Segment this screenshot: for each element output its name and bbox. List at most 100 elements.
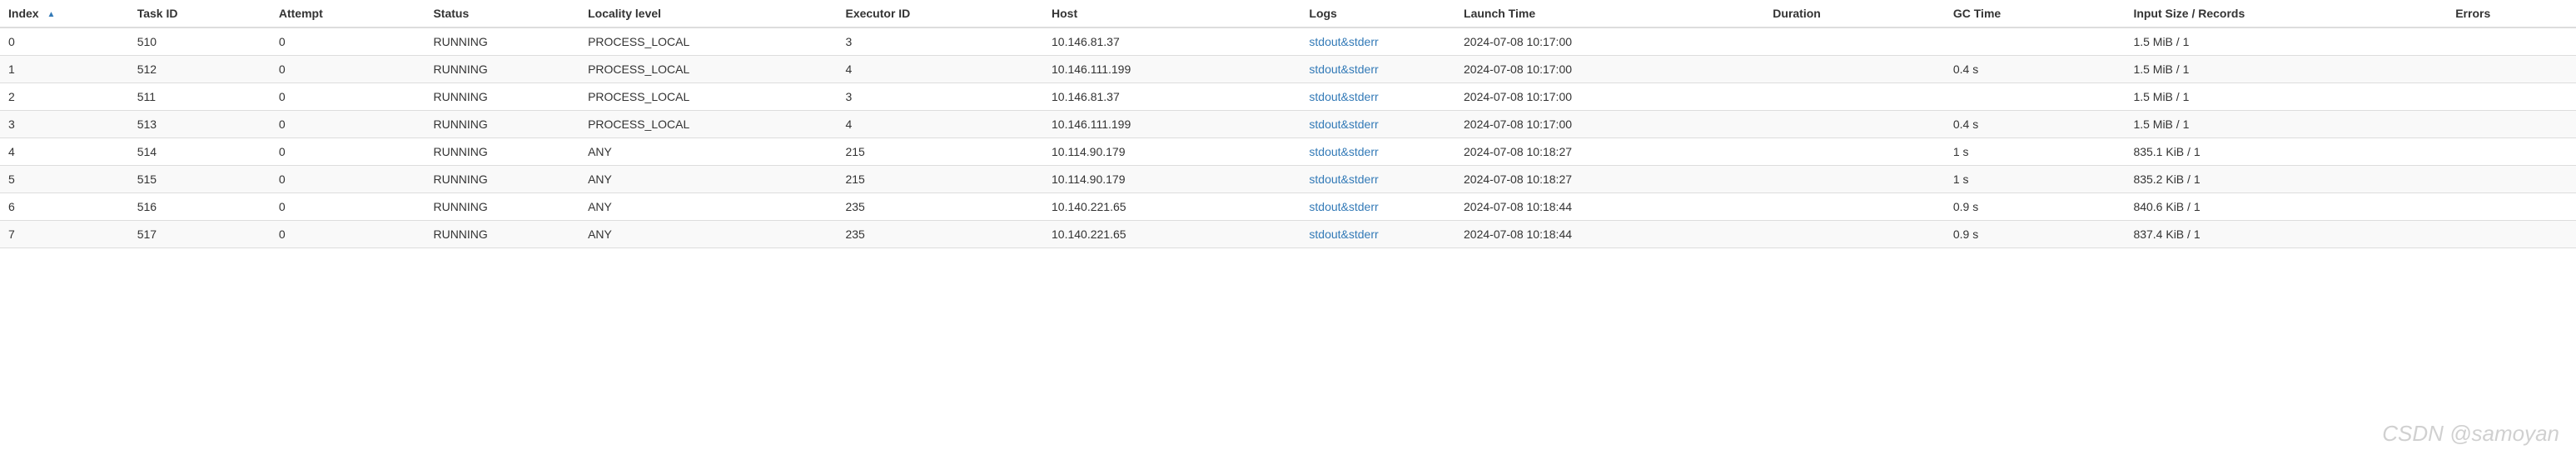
table-row: 35130RUNNINGPROCESS_LOCAL410.146.111.199… <box>0 111 2576 138</box>
table-row: 45140RUNNINGANY21510.114.90.179stdout&st… <box>0 138 2576 166</box>
cell-host: 10.140.221.65 <box>1043 193 1300 221</box>
cell-input: 835.1 KiB / 1 <box>2125 138 2447 166</box>
cell-locality: PROCESS_LOCAL <box>579 28 837 56</box>
table-header-row: Index ▲ Task ID Attempt Status Locality … <box>0 0 2576 28</box>
cell-locality: ANY <box>579 166 837 193</box>
cell-index: 6 <box>0 193 129 221</box>
table-row: 25110RUNNINGPROCESS_LOCAL310.146.81.37st… <box>0 83 2576 111</box>
cell-errors <box>2447 111 2576 138</box>
cell-taskid: 510 <box>129 28 271 56</box>
cell-launch: 2024-07-08 10:17:00 <box>1455 28 1764 56</box>
cell-errors <box>2447 221 2576 248</box>
col-header-launch[interactable]: Launch Time <box>1455 0 1764 28</box>
cell-duration <box>1764 138 1945 166</box>
cell-gc: 0.9 s <box>1945 221 2126 248</box>
cell-executor: 4 <box>837 111 1043 138</box>
cell-status: RUNNING <box>425 193 579 221</box>
cell-gc <box>1945 28 2126 56</box>
cell-host: 10.114.90.179 <box>1043 138 1300 166</box>
cell-logs: stdout&stderr <box>1300 138 1455 166</box>
table-row: 65160RUNNINGANY23510.140.221.65stdout&st… <box>0 193 2576 221</box>
cell-status: RUNNING <box>425 111 579 138</box>
logs-link[interactable]: stdout&stderr <box>1309 90 1378 103</box>
cell-host: 10.146.111.199 <box>1043 56 1300 83</box>
cell-input: 837.4 KiB / 1 <box>2125 221 2447 248</box>
col-header-logs[interactable]: Logs <box>1300 0 1455 28</box>
cell-attempt: 0 <box>271 83 425 111</box>
cell-executor: 3 <box>837 28 1043 56</box>
cell-duration <box>1764 56 1945 83</box>
cell-host: 10.146.111.199 <box>1043 111 1300 138</box>
cell-input: 1.5 MiB / 1 <box>2125 56 2447 83</box>
col-header-executor[interactable]: Executor ID <box>837 0 1043 28</box>
tasks-table: Index ▲ Task ID Attempt Status Locality … <box>0 0 2576 248</box>
cell-logs: stdout&stderr <box>1300 193 1455 221</box>
logs-link[interactable]: stdout&stderr <box>1309 35 1378 48</box>
cell-locality: PROCESS_LOCAL <box>579 83 837 111</box>
table-body: 05100RUNNINGPROCESS_LOCAL310.146.81.37st… <box>0 28 2576 248</box>
cell-errors <box>2447 193 2576 221</box>
cell-executor: 3 <box>837 83 1043 111</box>
cell-attempt: 0 <box>271 138 425 166</box>
cell-errors <box>2447 166 2576 193</box>
col-header-status[interactable]: Status <box>425 0 579 28</box>
logs-link[interactable]: stdout&stderr <box>1309 118 1378 131</box>
cell-errors <box>2447 138 2576 166</box>
cell-input: 1.5 MiB / 1 <box>2125 111 2447 138</box>
col-header-duration[interactable]: Duration <box>1764 0 1945 28</box>
sort-asc-icon: ▲ <box>47 10 55 19</box>
cell-taskid: 513 <box>129 111 271 138</box>
col-header-input[interactable]: Input Size / Records <box>2125 0 2447 28</box>
col-header-locality[interactable]: Locality level <box>579 0 837 28</box>
cell-taskid: 511 <box>129 83 271 111</box>
col-header-label: Index <box>8 7 39 20</box>
cell-input: 835.2 KiB / 1 <box>2125 166 2447 193</box>
cell-status: RUNNING <box>425 28 579 56</box>
col-header-gc[interactable]: GC Time <box>1945 0 2126 28</box>
col-header-host[interactable]: Host <box>1043 0 1300 28</box>
cell-status: RUNNING <box>425 83 579 111</box>
col-header-index[interactable]: Index ▲ <box>0 0 129 28</box>
cell-errors <box>2447 28 2576 56</box>
cell-index: 4 <box>0 138 129 166</box>
logs-link[interactable]: stdout&stderr <box>1309 62 1378 76</box>
cell-launch: 2024-07-08 10:17:00 <box>1455 56 1764 83</box>
cell-host: 10.146.81.37 <box>1043 28 1300 56</box>
cell-index: 3 <box>0 111 129 138</box>
cell-duration <box>1764 83 1945 111</box>
table-row: 15120RUNNINGPROCESS_LOCAL410.146.111.199… <box>0 56 2576 83</box>
cell-locality: ANY <box>579 193 837 221</box>
cell-gc: 0.4 s <box>1945 56 2126 83</box>
cell-errors <box>2447 83 2576 111</box>
cell-gc <box>1945 83 2126 111</box>
cell-index: 0 <box>0 28 129 56</box>
cell-gc: 0.4 s <box>1945 111 2126 138</box>
cell-errors <box>2447 56 2576 83</box>
cell-executor: 235 <box>837 193 1043 221</box>
cell-logs: stdout&stderr <box>1300 83 1455 111</box>
col-header-taskid[interactable]: Task ID <box>129 0 271 28</box>
cell-input: 1.5 MiB / 1 <box>2125 83 2447 111</box>
cell-host: 10.114.90.179 <box>1043 166 1300 193</box>
cell-locality: PROCESS_LOCAL <box>579 56 837 83</box>
cell-status: RUNNING <box>425 56 579 83</box>
logs-link[interactable]: stdout&stderr <box>1309 172 1378 186</box>
cell-status: RUNNING <box>425 166 579 193</box>
cell-attempt: 0 <box>271 56 425 83</box>
cell-gc: 0.9 s <box>1945 193 2126 221</box>
cell-launch: 2024-07-08 10:18:27 <box>1455 138 1764 166</box>
cell-executor: 4 <box>837 56 1043 83</box>
cell-taskid: 517 <box>129 221 271 248</box>
cell-taskid: 512 <box>129 56 271 83</box>
cell-input: 1.5 MiB / 1 <box>2125 28 2447 56</box>
table-row: 05100RUNNINGPROCESS_LOCAL310.146.81.37st… <box>0 28 2576 56</box>
cell-executor: 215 <box>837 166 1043 193</box>
logs-link[interactable]: stdout&stderr <box>1309 200 1378 213</box>
logs-link[interactable]: stdout&stderr <box>1309 145 1378 158</box>
cell-duration <box>1764 28 1945 56</box>
cell-index: 1 <box>0 56 129 83</box>
cell-logs: stdout&stderr <box>1300 28 1455 56</box>
col-header-errors[interactable]: Errors <box>2447 0 2576 28</box>
col-header-attempt[interactable]: Attempt <box>271 0 425 28</box>
logs-link[interactable]: stdout&stderr <box>1309 228 1378 241</box>
